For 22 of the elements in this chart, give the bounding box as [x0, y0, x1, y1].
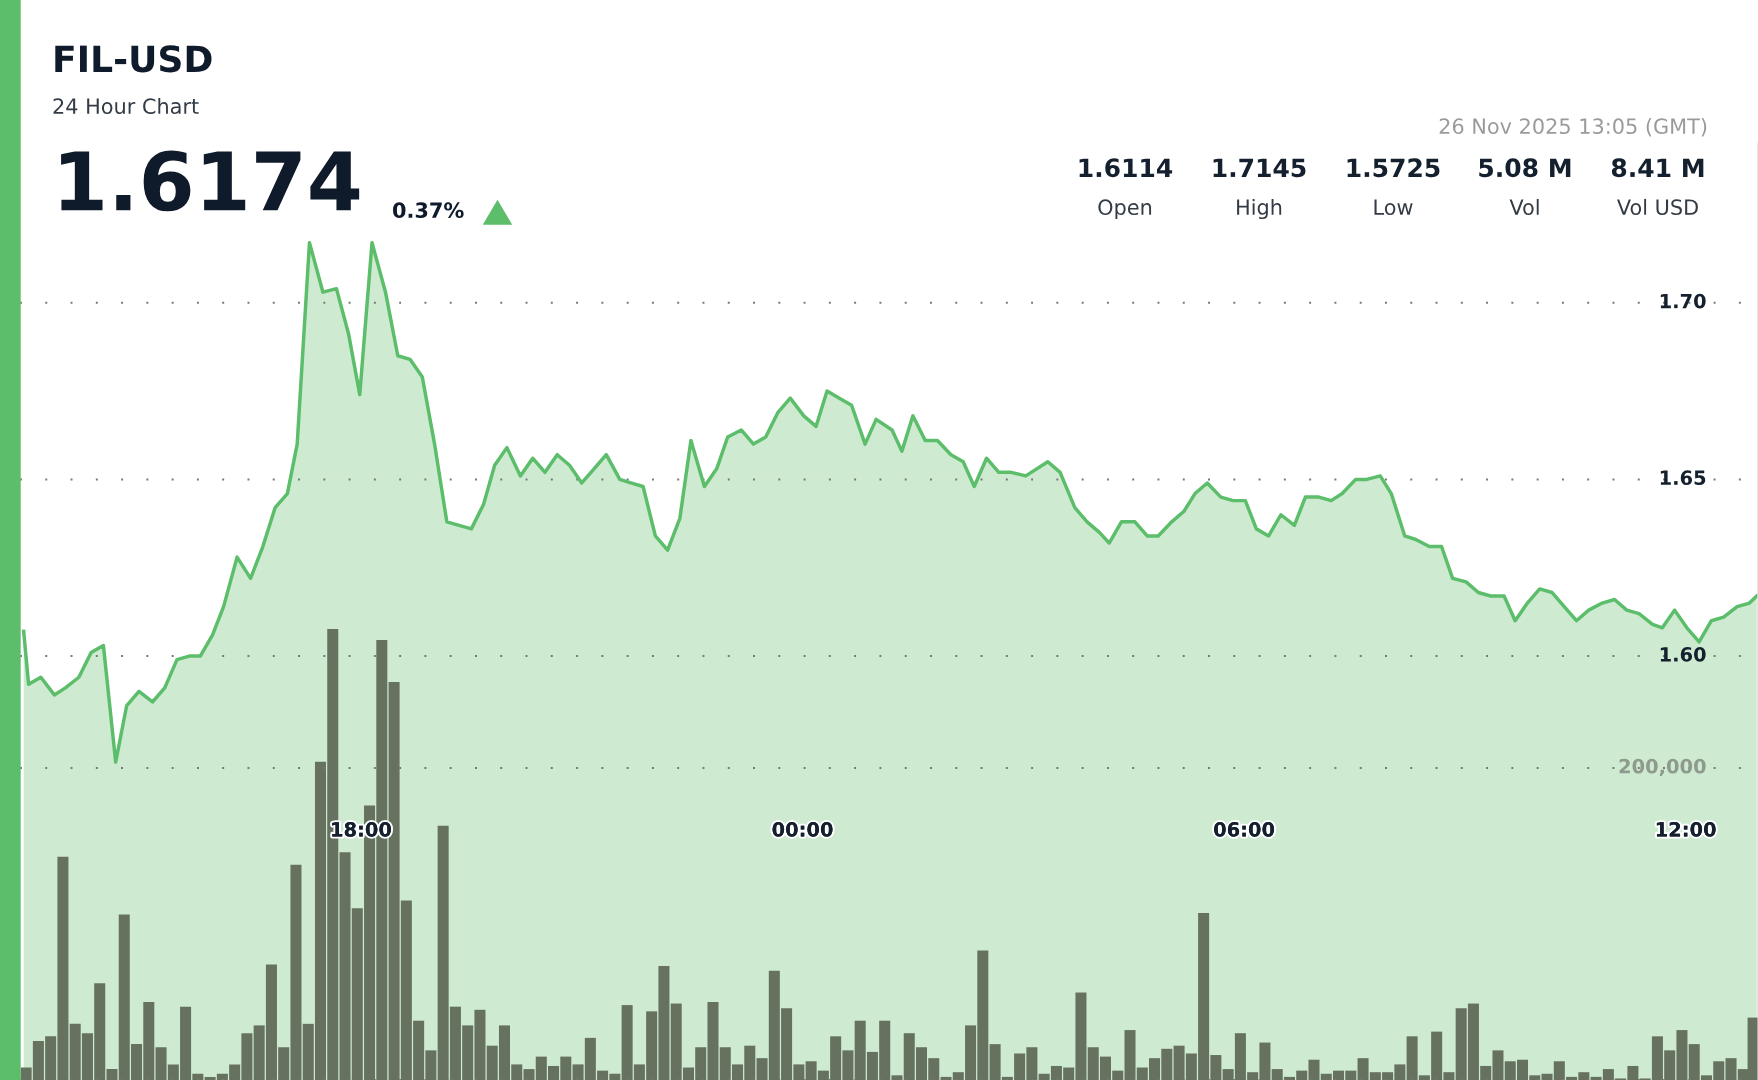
chart-title: FIL-USD — [55, 45, 212, 73]
annotation: 1.5725 — [1347, 158, 1440, 178]
y-tick-label: 1.60 — [1660, 646, 1706, 662]
annotation: Vol USD — [1617, 198, 1698, 216]
annotation: Low — [1374, 199, 1413, 216]
annotation: 1.6114 — [1079, 158, 1173, 178]
annotation: Open — [1098, 199, 1152, 220]
annotation: 5.08 M — [1479, 158, 1571, 178]
annotation: 1.7145 — [1213, 158, 1306, 178]
y-tick-label: 1.65 — [1660, 470, 1706, 486]
annotation: High — [1237, 198, 1282, 220]
x-tick-label: 06:00 — [1214, 822, 1275, 837]
y-tick-label: 1.70 — [1660, 293, 1706, 309]
x-tick-label: 00:00 — [772, 822, 833, 837]
annotation: 8.41 M — [1611, 158, 1704, 178]
x-tick-label: 12:00 — [1656, 822, 1716, 837]
annotation: 1.6174 — [61, 150, 360, 212]
annotation: Vol — [1509, 198, 1539, 216]
annotation: 0.37% — [393, 202, 464, 219]
chart-subtitle: 24 Hour Chart — [53, 97, 199, 115]
y2-tick-label: 200,000 — [1619, 758, 1706, 777]
text: 26 Nov 2025 13:05 (GMT) — [1439, 117, 1707, 137]
